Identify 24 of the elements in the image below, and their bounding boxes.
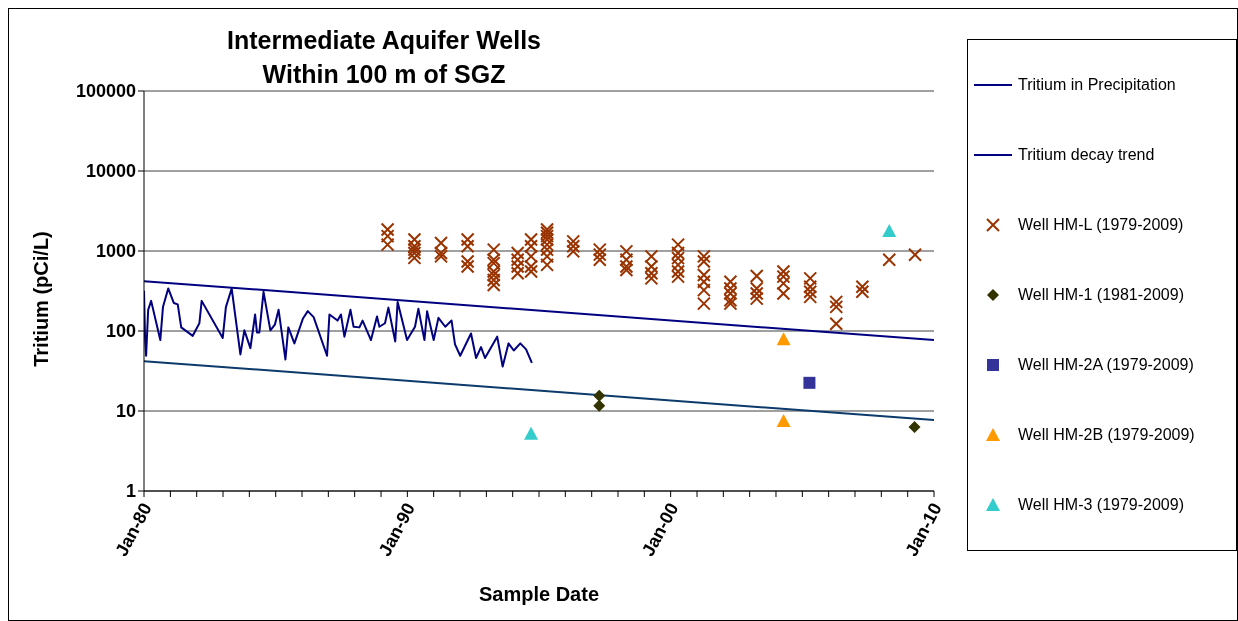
y-tick-label: 100	[105, 321, 136, 342]
point	[908, 421, 921, 434]
legend-label: Well HM-L (1979-2009)	[1018, 216, 1184, 234]
legend-label: Tritium in Precipitation	[1018, 76, 1176, 94]
point	[593, 399, 606, 412]
legend-label: Well HM-1 (1981-2009)	[1018, 286, 1184, 304]
point	[776, 414, 791, 427]
point	[803, 376, 816, 389]
point	[882, 224, 897, 238]
legend-label: Well HM-2B (1979-2009)	[1018, 426, 1195, 444]
x-axis-title: Sample Date	[478, 582, 600, 606]
y-tick-label: 1	[125, 481, 136, 502]
y-axis-title: Tritium (pCi/L)	[29, 231, 53, 367]
chart-title: Intermediate Aquifer Wells Within 100 m of SGZ	[226, 25, 542, 90]
y-tick-label: 1000	[95, 241, 136, 262]
legend-label: Well HM-2A (1979-2009)	[1018, 356, 1194, 374]
legend-label: Tritium decay trend	[1018, 146, 1155, 164]
point	[776, 332, 791, 346]
point	[593, 389, 606, 402]
y-tick-label: 100000	[75, 81, 136, 102]
point	[524, 426, 539, 440]
y-tick-label: 10	[115, 401, 136, 422]
legend-label: Well HM-3 (1979-2009)	[1018, 496, 1184, 514]
y-tick-label: 10000	[85, 161, 136, 182]
